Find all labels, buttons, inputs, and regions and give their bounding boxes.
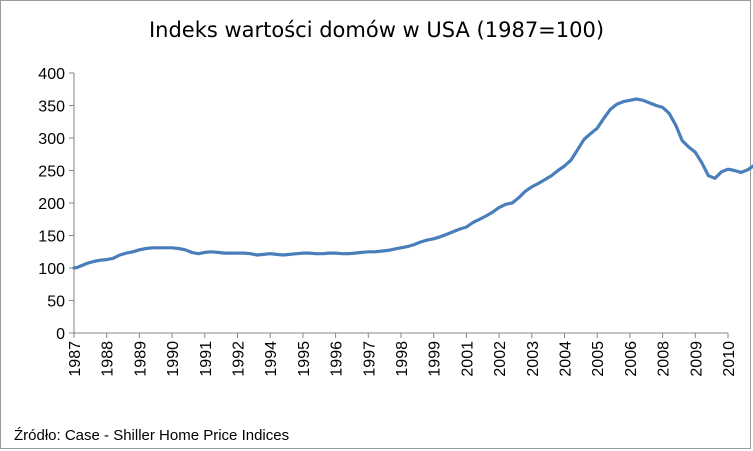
y-tick-label: 50	[47, 294, 65, 311]
x-tick-label: 1998	[394, 341, 411, 377]
x-tick-label: 1991	[198, 341, 215, 377]
y-tick-label: 200	[38, 196, 65, 213]
x-tick-label: 1997	[361, 341, 378, 377]
x-tick-label: 1988	[100, 341, 117, 377]
series-layer	[72, 97, 753, 270]
y-tick-label: 0	[56, 326, 65, 343]
x-tick-label: 2008	[656, 341, 673, 377]
x-tick-label: 2005	[590, 341, 607, 377]
x-tick-label: 2010	[721, 341, 738, 377]
y-tick-label: 150	[38, 229, 65, 246]
chart-title: Indeks wartości domów w USA (1987=100)	[148, 18, 605, 42]
y-tick-label: 100	[38, 261, 65, 278]
x-tick-label: 1987	[67, 341, 84, 377]
x-tick-label: 1989	[132, 341, 149, 377]
x-tick-label: 2006	[623, 341, 640, 377]
source-note: Źródło: Case - Shiller Home Price Indice…	[14, 427, 290, 444]
x-tick-label: 2009	[688, 341, 705, 377]
series-line-0	[72, 97, 753, 270]
x-tick-label: 2001	[459, 341, 476, 377]
x-axis: 1987 1988 1989 1990 1991 1992 1994 1995 1996 1997…	[67, 332, 738, 377]
x-tick-label: 1990	[165, 341, 182, 377]
x-tick-label: 2002	[492, 341, 509, 377]
x-tick-label: 1995	[296, 341, 313, 377]
x-tick-label: 1999	[427, 341, 444, 377]
x-tick-label: 2004	[558, 341, 575, 377]
y-tick-label: 350	[38, 99, 65, 116]
x-tick-label: 1992	[231, 341, 248, 377]
x-tick-label: 1996	[329, 341, 346, 377]
y-tick-label: 250	[38, 164, 65, 181]
x-tick-label: 2003	[525, 341, 542, 377]
y-tick-label: 300	[38, 131, 65, 148]
y-axis: 0 50 100 150 200 250 300 350 400	[38, 66, 75, 343]
y-tick-label: 400	[38, 66, 65, 83]
x-tick-label: 1994	[263, 341, 280, 377]
